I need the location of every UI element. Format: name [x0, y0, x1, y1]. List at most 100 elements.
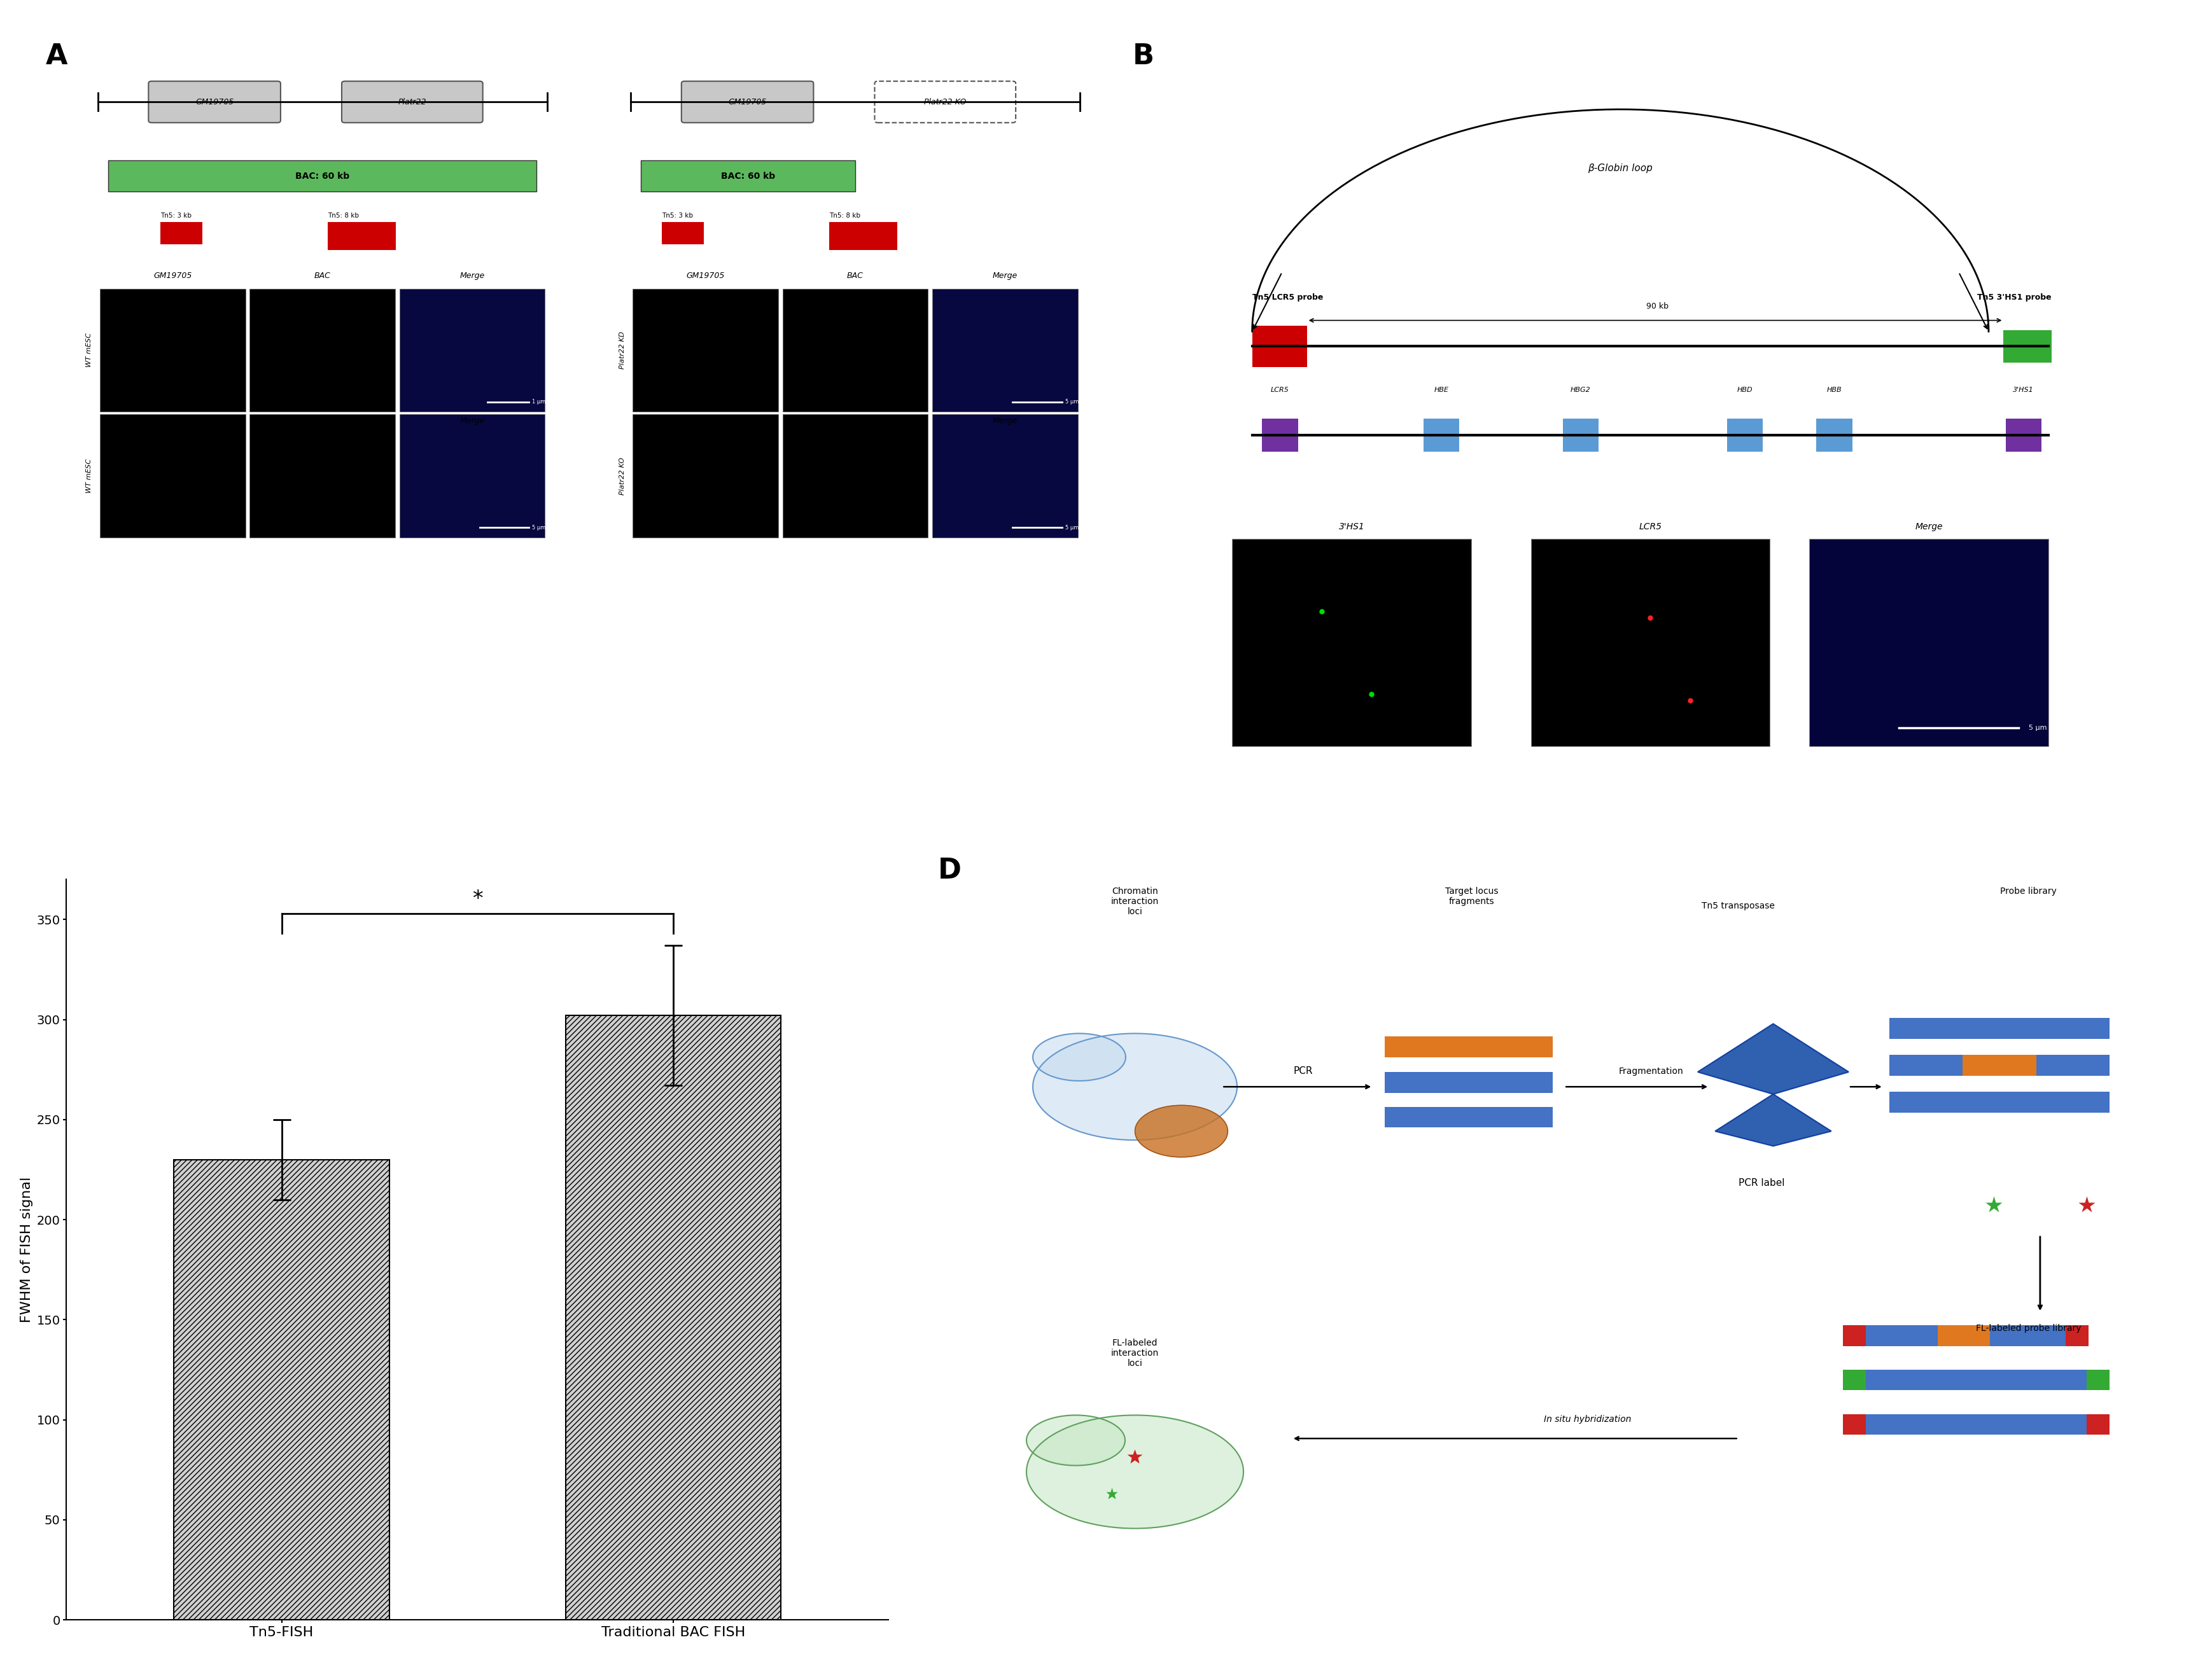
Text: 1 μm: 1 μm [533, 399, 546, 404]
Bar [1938, 1326, 1991, 1346]
Text: 5 μm: 5 μm [1066, 524, 1079, 531]
Text: Tn5 LCR5 probe: Tn5 LCR5 probe [1252, 294, 1323, 302]
Text: Tn5: 3 kb: Tn5: 3 kb [661, 212, 692, 219]
Y-axis label: FWHM of FISH signal: FWHM of FISH signal [20, 1177, 33, 1323]
Bar [1889, 1055, 1962, 1075]
Polygon shape [1699, 1024, 1849, 1094]
Text: Merge: Merge [993, 416, 1018, 424]
Bar [161, 222, 201, 244]
Bar [1962, 1019, 2037, 1039]
Text: 5 μm: 5 μm [1066, 399, 1079, 404]
Bar [1843, 1326, 1867, 1346]
Text: Merge: Merge [993, 272, 1018, 279]
Bar [633, 289, 779, 411]
Text: HBE: HBE [1433, 387, 1449, 394]
Text: Tn5 transposase: Tn5 transposase [1701, 902, 1774, 910]
Bar [783, 414, 929, 538]
Bar [1843, 1414, 1867, 1435]
Text: 5 μm: 5 μm [533, 524, 546, 531]
Text: LCR5: LCR5 [1639, 523, 1661, 531]
Bar [783, 289, 929, 411]
Polygon shape [1026, 1414, 1126, 1466]
Bar [400, 414, 544, 538]
Bar [1867, 1326, 1938, 1346]
Bar [1263, 419, 1298, 451]
Text: HBG2: HBG2 [1571, 387, 1590, 394]
Bar [1728, 419, 1763, 451]
Bar [1385, 1107, 1553, 1127]
Text: PCR label: PCR label [1739, 1179, 1785, 1187]
Bar [327, 222, 396, 250]
Bar [2004, 331, 2051, 362]
Bar [108, 160, 538, 192]
Bar [2037, 1019, 2110, 1039]
Bar [2006, 419, 2042, 451]
Bar [250, 414, 396, 538]
Bar [400, 289, 544, 411]
Polygon shape [1714, 1094, 1832, 1146]
Bar [566, 1015, 781, 1620]
Bar [1889, 1019, 1962, 1039]
Text: FL-labeled probe library: FL-labeled probe library [1975, 1324, 2081, 1333]
Text: 3'HS1: 3'HS1 [1338, 523, 1365, 531]
Text: GM19705: GM19705 [195, 99, 234, 107]
Polygon shape [1033, 1034, 1237, 1141]
Bar [1252, 326, 1307, 367]
Bar [2037, 1055, 2110, 1075]
Bar [1809, 539, 2048, 746]
Bar [641, 160, 856, 192]
Text: HBB: HBB [1827, 387, 1843, 394]
Text: Tn5: 8 kb: Tn5: 8 kb [327, 212, 358, 219]
Text: In situ hybridization: In situ hybridization [1544, 1414, 1630, 1423]
Text: LCR5: LCR5 [1272, 387, 1290, 394]
Bar [1843, 1369, 1867, 1391]
Text: Platr22 KD: Platr22 KD [619, 331, 626, 369]
Bar [931, 414, 1077, 538]
Text: A: A [46, 43, 66, 70]
Text: Tn5: 3 kb: Tn5: 3 kb [161, 212, 192, 219]
Bar [661, 222, 703, 244]
Bar [100, 414, 246, 538]
Bar [1422, 419, 1460, 451]
Text: GM19705: GM19705 [728, 99, 768, 107]
Bar [1385, 1072, 1553, 1092]
Text: Merge: Merge [460, 272, 484, 279]
Text: Merge: Merge [460, 416, 484, 424]
Text: *: * [471, 888, 482, 910]
Text: HBD: HBD [1736, 387, 1752, 394]
Text: Chromatin
interaction
loci: Chromatin interaction loci [1110, 887, 1159, 917]
Bar [2086, 1414, 2110, 1435]
Text: Platr22 KO: Platr22 KO [619, 458, 626, 494]
Bar [1562, 419, 1599, 451]
Text: Tn5 3'HS1 probe: Tn5 3'HS1 probe [1978, 294, 2051, 302]
Bar [175, 1159, 389, 1620]
Bar [830, 222, 898, 250]
Text: Merge: Merge [1916, 523, 1942, 531]
Text: Platr22: Platr22 [159, 416, 186, 424]
Bar [250, 289, 396, 411]
FancyBboxPatch shape [681, 82, 814, 122]
Text: Platr22 KO: Platr22 KO [925, 99, 967, 107]
Text: 5 μm: 5 μm [2028, 725, 2046, 731]
Bar [1962, 1092, 2037, 1112]
Bar [1867, 1414, 2086, 1435]
Text: BAC: BAC [314, 272, 330, 279]
Bar [1816, 419, 1851, 451]
Bar [1531, 539, 1770, 746]
Text: BAC: BAC [847, 272, 863, 279]
Text: WT mESC: WT mESC [86, 332, 93, 367]
Text: B: B [1133, 43, 1155, 70]
Bar [100, 289, 246, 411]
FancyBboxPatch shape [341, 82, 482, 122]
FancyBboxPatch shape [874, 82, 1015, 122]
Polygon shape [1033, 1034, 1126, 1080]
Text: BAC: 60 kb: BAC: 60 kb [721, 172, 774, 180]
Bar [1962, 1055, 2037, 1075]
Text: BAC: BAC [847, 416, 863, 424]
Bar [2086, 1369, 2110, 1391]
Text: 3'HS1: 3'HS1 [2013, 387, 2033, 394]
Text: Tn5: 8 kb: Tn5: 8 kb [830, 212, 860, 219]
Text: β-Globin loop: β-Globin loop [1588, 164, 1652, 174]
Text: Platr22: Platr22 [398, 99, 427, 107]
Bar [931, 289, 1077, 411]
